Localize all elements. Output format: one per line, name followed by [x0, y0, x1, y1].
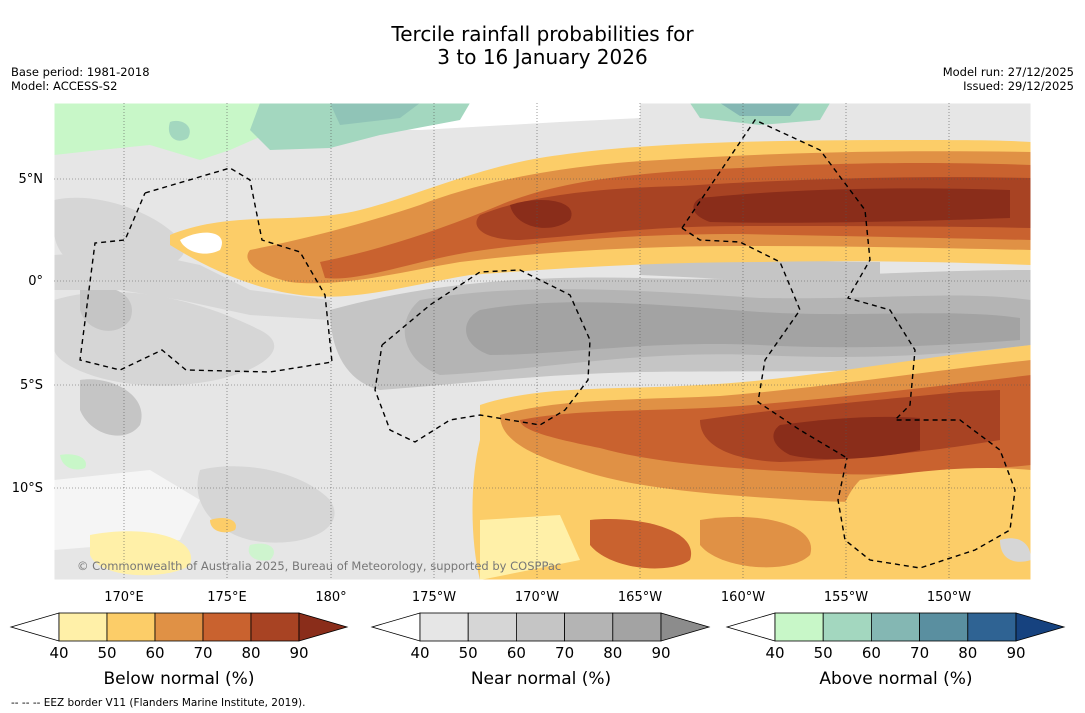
- near-bin-80: [612, 612, 662, 642]
- near-tick-label: 40: [410, 644, 429, 662]
- map-title-line2: 3 to 16 January 2026: [437, 45, 648, 69]
- below-tick-label: 80: [241, 644, 260, 662]
- above-tick-label: 60: [862, 644, 881, 662]
- map-frame: [53, 102, 1032, 581]
- above-bin-80: [967, 612, 1017, 642]
- lon-label-165w: 165°W: [618, 590, 662, 605]
- below-bin-40: [58, 612, 108, 642]
- near-extend-high: [660, 612, 711, 642]
- below-bin-80: [250, 612, 300, 642]
- near-bin-50: [467, 612, 517, 642]
- lon-label-175w: 175°W: [412, 590, 456, 605]
- near-extend-low: [370, 612, 421, 642]
- issued-text: Issued: 29/12/2025: [963, 79, 1074, 93]
- near-bin-70: [564, 612, 614, 642]
- below-extend-high: [298, 612, 349, 642]
- copyright-notice: © Commonwealth of Australia 2025, Bureau…: [77, 559, 561, 573]
- lon-label-150w: 150°W: [927, 590, 971, 605]
- below-bin-50: [106, 612, 156, 642]
- colorbar-above-normal: 40 50 60 70 80 90: [725, 612, 1066, 662]
- near-tick-label: 50: [459, 644, 478, 662]
- eez-footnote: -- -- -- EEZ border V11 (Flanders Marine…: [11, 697, 305, 709]
- near-normal-label: Near normal (%): [471, 669, 611, 689]
- model-text: Model: ACCESS-S2: [11, 79, 118, 93]
- near-bin-40: [419, 612, 469, 642]
- graticule: [54, 103, 1031, 580]
- below-normal-label: Below normal (%): [104, 669, 255, 689]
- below-tick-label: 60: [145, 644, 164, 662]
- near-tick-label: 70: [555, 644, 574, 662]
- map-field: [54, 103, 1031, 580]
- lon-label-170e: 170°E: [104, 590, 144, 605]
- near-tick-label: 90: [651, 644, 670, 662]
- eez-borders: [79, 119, 1016, 569]
- above-bin-40: [774, 612, 824, 642]
- below-tick-label: 50: [97, 644, 116, 662]
- near-tick-label: 80: [603, 644, 622, 662]
- lon-label-175e: 175°E: [207, 590, 247, 605]
- above-bin-50: [822, 612, 872, 642]
- lat-label-0: 0°: [28, 274, 43, 289]
- lat-label-5n: 5°N: [19, 172, 44, 187]
- colorbar-below-normal: 40 50 60 70 80 90: [9, 612, 349, 662]
- lon-label-160w: 160°W: [721, 590, 765, 605]
- below-extend-low: [9, 612, 60, 642]
- above-tick-label: 70: [910, 644, 929, 662]
- below-tick-label: 70: [193, 644, 212, 662]
- below-bin-70: [202, 612, 252, 642]
- lon-label-170w: 170°W: [515, 590, 559, 605]
- above-normal-label: Above normal (%): [819, 669, 972, 689]
- lon-label-155w: 155°W: [824, 590, 868, 605]
- above-tick-label: 40: [765, 644, 784, 662]
- below-bin-60: [154, 612, 204, 642]
- base-period-text: Base period: 1981-2018: [11, 65, 150, 79]
- above-extend-high: [1015, 612, 1066, 642]
- below-tick-label: 40: [49, 644, 68, 662]
- above-tick-label: 90: [1006, 644, 1025, 662]
- above-tick-label: 80: [958, 644, 977, 662]
- below-tick-label: 90: [289, 644, 308, 662]
- near-tick-label: 60: [507, 644, 526, 662]
- model-run-text: Model run: 27/12/2025: [942, 65, 1074, 79]
- colorbar-near-normal: 40 50 60 70 80 90: [370, 612, 711, 662]
- lon-label-180: 180°: [315, 590, 346, 605]
- map-title-line1: Tercile rainfall probabilities for: [391, 22, 694, 46]
- near-bin-60: [516, 612, 566, 642]
- above-bin-70: [919, 612, 969, 642]
- above-extend-low: [725, 612, 776, 642]
- above-bin-60: [871, 612, 921, 642]
- lat-label-10s: 10°S: [12, 481, 43, 496]
- above-tick-label: 50: [814, 644, 833, 662]
- lat-label-5s: 5°S: [20, 378, 43, 393]
